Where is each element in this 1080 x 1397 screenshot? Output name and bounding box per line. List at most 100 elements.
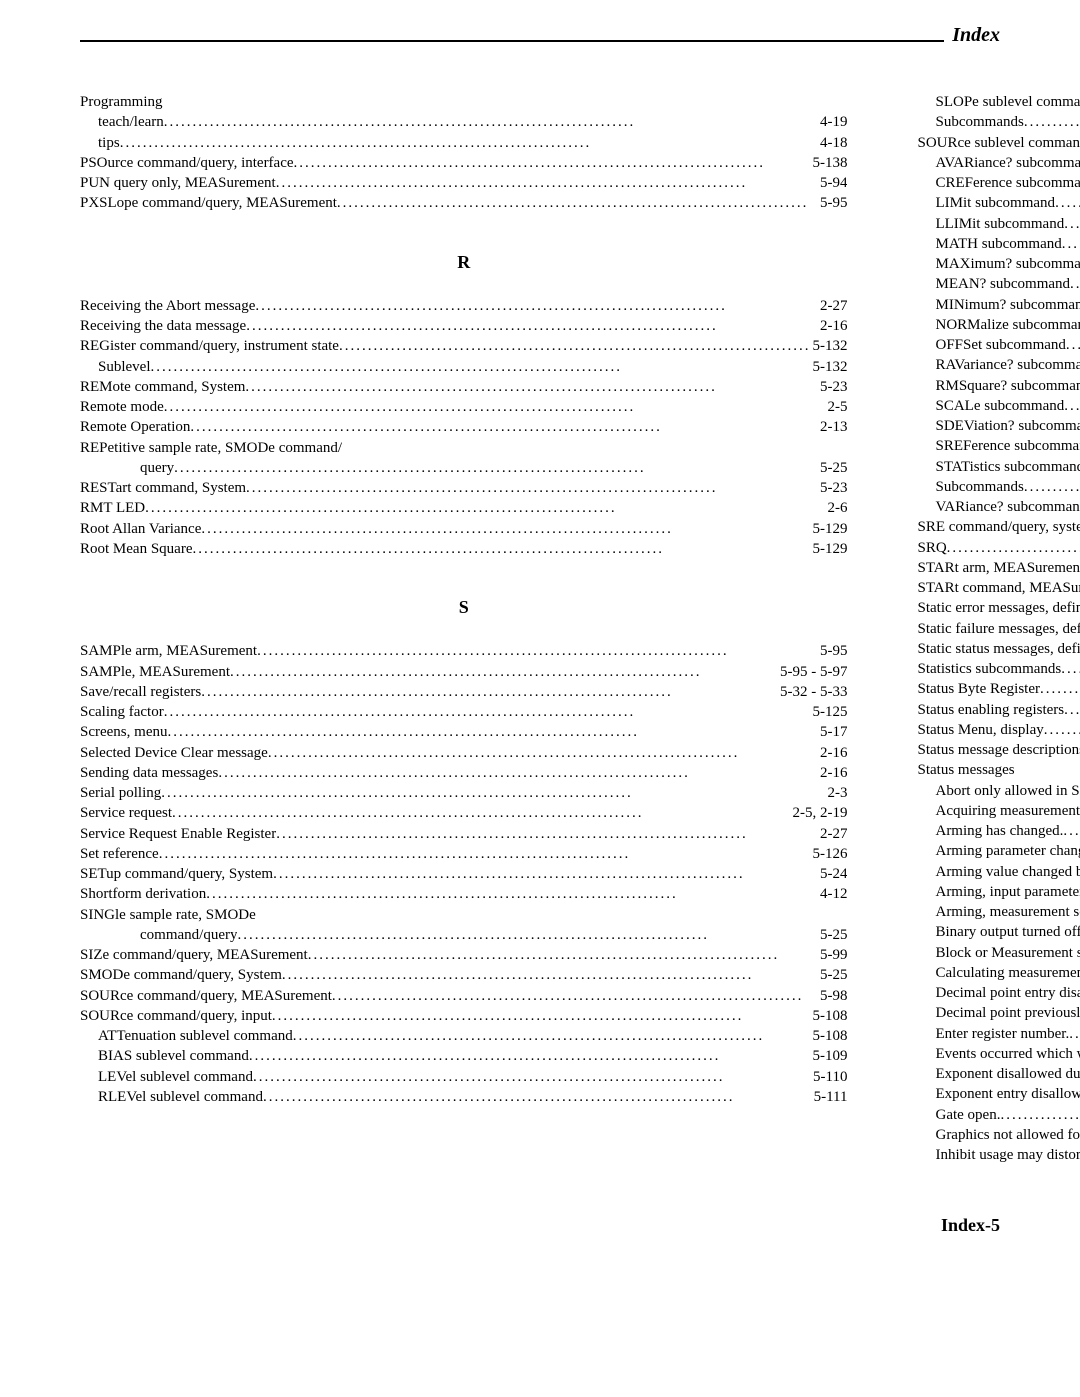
index-entry: SOURce command/query, input5-108: [80, 1006, 847, 1026]
index-entry: Service Request Enable Register2-27: [80, 824, 847, 844]
index-entry: Receiving the data message2-16: [80, 316, 847, 336]
index-entry: Save/recall registers5-32 - 5-33: [80, 682, 847, 702]
index-entry: SREFerence subcommand5-126: [917, 436, 1080, 456]
index-entry: MINimum? subcommand5-129: [917, 295, 1080, 315]
index-entry: SETup command/query, System5-24: [80, 864, 847, 884]
index-entry: Receiving the Abort message2-27: [80, 296, 847, 316]
index-entry: Status message descriptionsC-3: [917, 740, 1080, 760]
index-entry: Static error messages, definitionC-2: [917, 598, 1080, 618]
index-entry: PSOurce command/query, interface5-138: [80, 153, 847, 173]
index-entry: Sublevel5-132: [80, 357, 847, 377]
index-entry: MATH subcommand5-123: [917, 234, 1080, 254]
index-entry: Status Byte Register2-19, 2-24, 2-26 - 2…: [917, 679, 1080, 699]
index-entry: BIAS sublevel command5-109: [80, 1046, 847, 1066]
index-entry: Status enabling registers2-19: [917, 700, 1080, 720]
index-entry: Gate open.C-10: [917, 1105, 1080, 1125]
index-entry: STATistics subcommand5-127: [917, 457, 1080, 477]
index-entry: Statistics subcommands5-128: [917, 659, 1080, 679]
index-heading: SOURce sublevel command/query, process: [917, 133, 1080, 153]
index-entry: SAMPle, MEASurement5-95 - 5-97: [80, 662, 847, 682]
index-entry: RAVariance? subcommand5-129: [917, 355, 1080, 375]
index-entry: REMote command, System5-23: [80, 377, 847, 397]
index-entry: RMSquare? subcommand5-129: [917, 376, 1080, 396]
index-entry: Subcommands5-108: [917, 112, 1080, 132]
left-column: Programming teach/learn4-19 tips4-18 PSO…: [80, 92, 847, 1165]
index-entry: OFFSet subcommand5-125: [917, 335, 1080, 355]
index-entry: RESTart command, System5-23: [80, 478, 847, 498]
index-entry: Binary output turned off.C-5: [917, 922, 1080, 942]
right-column: SLOPe sublevel command5-112 Subcommands5…: [917, 92, 1080, 1165]
index-heading: Status messages: [917, 760, 1080, 780]
index-entry: SRQ2-5, 2-7, 2-19: [917, 538, 1080, 558]
index-entry: CREFerence subcommand5-121: [917, 173, 1080, 193]
index-entry: Arming value changed by Fast Meas mode.C…: [917, 862, 1080, 882]
index-entry: Static status messages, definitionC-1: [917, 639, 1080, 659]
index-entry: SDEViation? subcommand5-129: [917, 416, 1080, 436]
index-entry: STARt arm, MEASurement5-99: [917, 558, 1080, 578]
index-entry: SOURce command/query, MEASurement5-98: [80, 986, 847, 1006]
index-entry: Block or Measurement size changed.C-5: [917, 943, 1080, 963]
index-entry: Acquiring measurement dataC-3: [917, 801, 1080, 821]
index-entry: VARiance? subcommand5-130: [917, 497, 1080, 517]
index-entry: Inhibit usage may distort results.C-10: [917, 1145, 1080, 1165]
index-entry: REGister command/query, instrument state…: [80, 336, 847, 356]
index-entry: Status Menu, display5-17: [917, 720, 1080, 740]
header-rule: Index: [80, 40, 1000, 42]
index-entry: NORMalize subcommand5-124: [917, 315, 1080, 335]
index-entry: Arming parameter changed.C-4: [917, 841, 1080, 861]
columns: Programming teach/learn4-19 tips4-18 PSO…: [80, 92, 1000, 1165]
header-title: Index: [944, 24, 1000, 47]
index-entry: Remote Operation2-13: [80, 417, 847, 437]
index-entry: query5-25: [80, 458, 847, 478]
index-entry: Root Mean Square5-129: [80, 539, 847, 559]
index-entry: Remote mode2-5: [80, 397, 847, 417]
index-entry: Subcommands5-121: [917, 477, 1080, 497]
index-entry: Arming, input parameters changed.C-4: [917, 882, 1080, 902]
index-entry: MEAN? subcommand5-129: [917, 274, 1080, 294]
section-letter-r: R: [80, 250, 847, 274]
index-entry: Arming, measurement source have changed.…: [917, 902, 1080, 922]
index-entry: Exponent disallowed due to mantissa.C-9: [917, 1064, 1080, 1084]
index-entry: Static failure messages, definitionC-2: [917, 619, 1080, 639]
index-entry: Exponent entry disallowed.C-9: [917, 1084, 1080, 1104]
index-entry: Screens, menu5-17: [80, 722, 847, 742]
index-entry: command/query5-25: [80, 925, 847, 945]
index-entry: ATTenuation sublevel command5-108: [80, 1026, 847, 1046]
index-entry: Graphics not allowed for this meas.C-10: [917, 1125, 1080, 1145]
index-entry: PXSLope command/query, MEASurement5-95: [80, 193, 847, 213]
index-entry: Selected Device Clear message2-16: [80, 743, 847, 763]
section-letter-s: S: [80, 595, 847, 619]
index-entry: SLOPe sublevel command5-112: [917, 92, 1080, 112]
index-heading: SINGle sample rate, SMODe: [80, 905, 847, 925]
index-entry: PUN query only, MEASurement5-94: [80, 173, 847, 193]
index-entry: Decimal point entry disallowed.C-5: [917, 983, 1080, 1003]
index-entry: Arming has changed.C-4: [917, 821, 1080, 841]
heading-programming: Programming: [80, 92, 847, 112]
index-entry: Serial polling2-3: [80, 783, 847, 803]
index-entry: SMODe command/query, System5-25: [80, 965, 847, 985]
index-entry: Root Allan Variance5-129: [80, 519, 847, 539]
index-entry: SIZe command/query, MEASurement5-99: [80, 945, 847, 965]
index-entry: SCALe subcommand5-125: [917, 396, 1080, 416]
index-entry: RMT LED2-6: [80, 498, 847, 518]
index-entry: Calculating measurements.C-5: [917, 963, 1080, 983]
index-entry: LIMit subcommand5-122: [917, 193, 1080, 213]
index-entry: Shortform derivation4-12: [80, 884, 847, 904]
index-entry: AVARiance? subcommand5-128: [917, 153, 1080, 173]
index-entry: Decimal point previously entered.C-5: [917, 1003, 1080, 1023]
index-entry: Events occurred which were not timed.C-9: [917, 1044, 1080, 1064]
index-entry: tips4-18: [80, 133, 847, 153]
index-entry: SAMPle arm, MEASurement5-95: [80, 641, 847, 661]
index-entry: Enter register number.C-6: [917, 1024, 1080, 1044]
index-entry: STARt command, MEASurement5-99 - 5-102: [917, 578, 1080, 598]
index-entry: Service request2-5, 2-19: [80, 803, 847, 823]
index-entry: teach/learn4-19: [80, 112, 847, 132]
page-footer: Index-5: [80, 1215, 1000, 1236]
index-entry: RLEVel sublevel command5-111: [80, 1087, 847, 1107]
index-entry: Set reference5-126: [80, 844, 847, 864]
index-entry: LLIMit subcommand5-123: [917, 214, 1080, 234]
index-entry: LEVel sublevel command5-110: [80, 1067, 847, 1087]
index-entry: MAXimum? subcommand5-128: [917, 254, 1080, 274]
index-entry: Sending data messages2-16: [80, 763, 847, 783]
index-entry: SRE command/query, system2-27: [917, 517, 1080, 537]
